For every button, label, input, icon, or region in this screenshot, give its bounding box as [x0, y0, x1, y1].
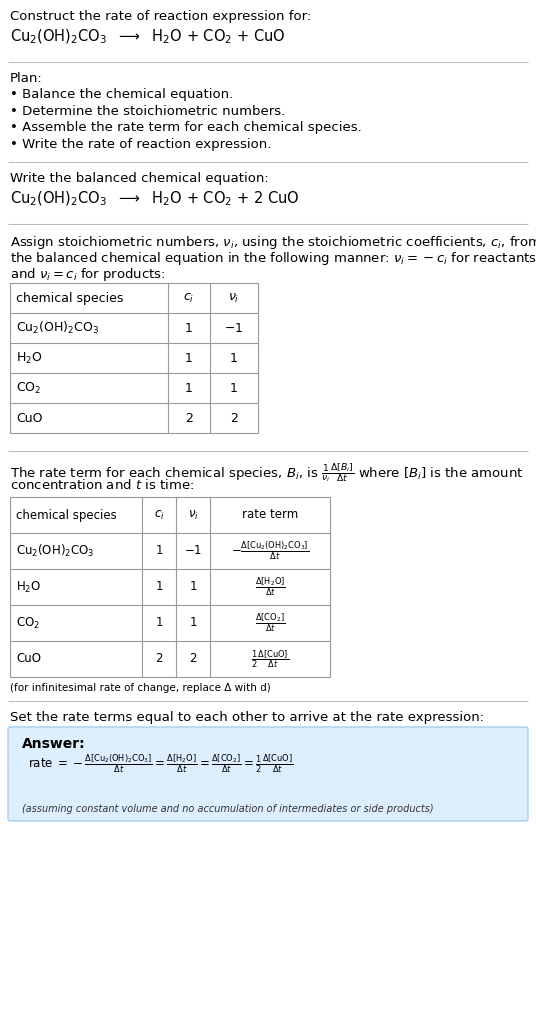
Text: Assign stoichiometric numbers, $\nu_i$, using the stoichiometric coefficients, $: Assign stoichiometric numbers, $\nu_i$, …: [10, 234, 536, 251]
Text: rate $= -\frac{\Delta[\mathrm{Cu_2(OH)_2CO_3}]}{\Delta t} = \frac{\Delta[\mathrm: rate $= -\frac{\Delta[\mathrm{Cu_2(OH)_2…: [28, 752, 294, 776]
Text: H$_2$O: H$_2$O: [16, 350, 42, 365]
Text: (assuming constant volume and no accumulation of intermediates or side products): (assuming constant volume and no accumul…: [22, 804, 434, 814]
Text: $\frac{1}{2}\frac{\Delta[\mathrm{CuO}]}{\Delta t}$: $\frac{1}{2}\frac{\Delta[\mathrm{CuO}]}{…: [251, 648, 289, 670]
Text: • Determine the stoichiometric numbers.: • Determine the stoichiometric numbers.: [10, 105, 285, 117]
Text: CO$_2$: CO$_2$: [16, 381, 41, 396]
Text: 1: 1: [155, 617, 163, 629]
Text: Construct the rate of reaction expression for:: Construct the rate of reaction expressio…: [10, 10, 311, 23]
Text: Cu$_2$(OH)$_2$CO$_3$  $\longrightarrow$  H$_2$O + CO$_2$ + CuO: Cu$_2$(OH)$_2$CO$_3$ $\longrightarrow$ H…: [10, 29, 286, 47]
Text: Cu$_2$(OH)$_2$CO$_3$: Cu$_2$(OH)$_2$CO$_3$: [16, 543, 94, 559]
Text: the balanced chemical equation in the following manner: $\nu_i = -c_i$ for react: the balanced chemical equation in the fo…: [10, 250, 536, 267]
Text: 2: 2: [230, 411, 238, 425]
Text: CuO: CuO: [16, 653, 41, 666]
Text: • Balance the chemical equation.: • Balance the chemical equation.: [10, 88, 233, 101]
Text: Plan:: Plan:: [10, 72, 43, 84]
Text: Cu$_2$(OH)$_2$CO$_3$  $\longrightarrow$  H$_2$O + CO$_2$ + 2 CuO: Cu$_2$(OH)$_2$CO$_3$ $\longrightarrow$ H…: [10, 190, 300, 209]
Text: The rate term for each chemical species, $B_i$, is $\frac{1}{\nu_i}\frac{\Delta[: The rate term for each chemical species,…: [10, 461, 524, 484]
Text: 1: 1: [230, 382, 238, 395]
Text: 2: 2: [189, 653, 197, 666]
Text: $-1$: $-1$: [184, 545, 202, 558]
Text: $-\frac{\Delta[\mathrm{Cu_2(OH)_2CO_3}]}{\Delta t}$: $-\frac{\Delta[\mathrm{Cu_2(OH)_2CO_3}]}…: [231, 540, 309, 562]
Text: $c_i$: $c_i$: [154, 508, 165, 521]
Text: chemical species: chemical species: [16, 291, 123, 304]
Text: 1: 1: [155, 580, 163, 593]
Text: 1: 1: [230, 351, 238, 364]
Text: 1: 1: [155, 545, 163, 558]
Text: chemical species: chemical species: [16, 509, 117, 521]
Text: 2: 2: [155, 653, 163, 666]
Text: 1: 1: [185, 382, 193, 395]
Text: CO$_2$: CO$_2$: [16, 616, 40, 630]
FancyBboxPatch shape: [8, 727, 528, 821]
Text: • Write the rate of reaction expression.: • Write the rate of reaction expression.: [10, 137, 271, 151]
Text: rate term: rate term: [242, 509, 298, 521]
Text: 1: 1: [189, 617, 197, 629]
Text: H$_2$O: H$_2$O: [16, 579, 41, 595]
Text: 1: 1: [189, 580, 197, 593]
Text: Write the balanced chemical equation:: Write the balanced chemical equation:: [10, 172, 269, 185]
Bar: [10, 283, 258, 433]
Text: Answer:: Answer:: [22, 737, 86, 751]
Text: Cu$_2$(OH)$_2$CO$_3$: Cu$_2$(OH)$_2$CO$_3$: [16, 320, 99, 336]
Text: $\nu_i$: $\nu_i$: [228, 291, 240, 304]
Text: concentration and $t$ is time:: concentration and $t$ is time:: [10, 478, 194, 492]
Text: $-$1: $-$1: [225, 322, 243, 335]
Text: 2: 2: [185, 411, 193, 425]
Text: and $\nu_i = c_i$ for products:: and $\nu_i = c_i$ for products:: [10, 266, 166, 283]
Text: $\nu_i$: $\nu_i$: [188, 508, 198, 521]
Text: 1: 1: [185, 322, 193, 335]
Text: (for infinitesimal rate of change, replace Δ with d): (for infinitesimal rate of change, repla…: [10, 683, 271, 693]
Text: • Assemble the rate term for each chemical species.: • Assemble the rate term for each chemic…: [10, 121, 362, 134]
Text: CuO: CuO: [16, 411, 42, 425]
Text: $\frac{\Delta[\mathrm{H_2O}]}{\Delta t}$: $\frac{\Delta[\mathrm{H_2O}]}{\Delta t}$: [255, 576, 285, 599]
Text: $c_i$: $c_i$: [183, 291, 195, 304]
Text: $\frac{\Delta[\mathrm{CO_2}]}{\Delta t}$: $\frac{\Delta[\mathrm{CO_2}]}{\Delta t}$: [255, 612, 285, 634]
Text: Set the rate terms equal to each other to arrive at the rate expression:: Set the rate terms equal to each other t…: [10, 711, 484, 724]
Bar: [10, 497, 330, 677]
Text: 1: 1: [185, 351, 193, 364]
